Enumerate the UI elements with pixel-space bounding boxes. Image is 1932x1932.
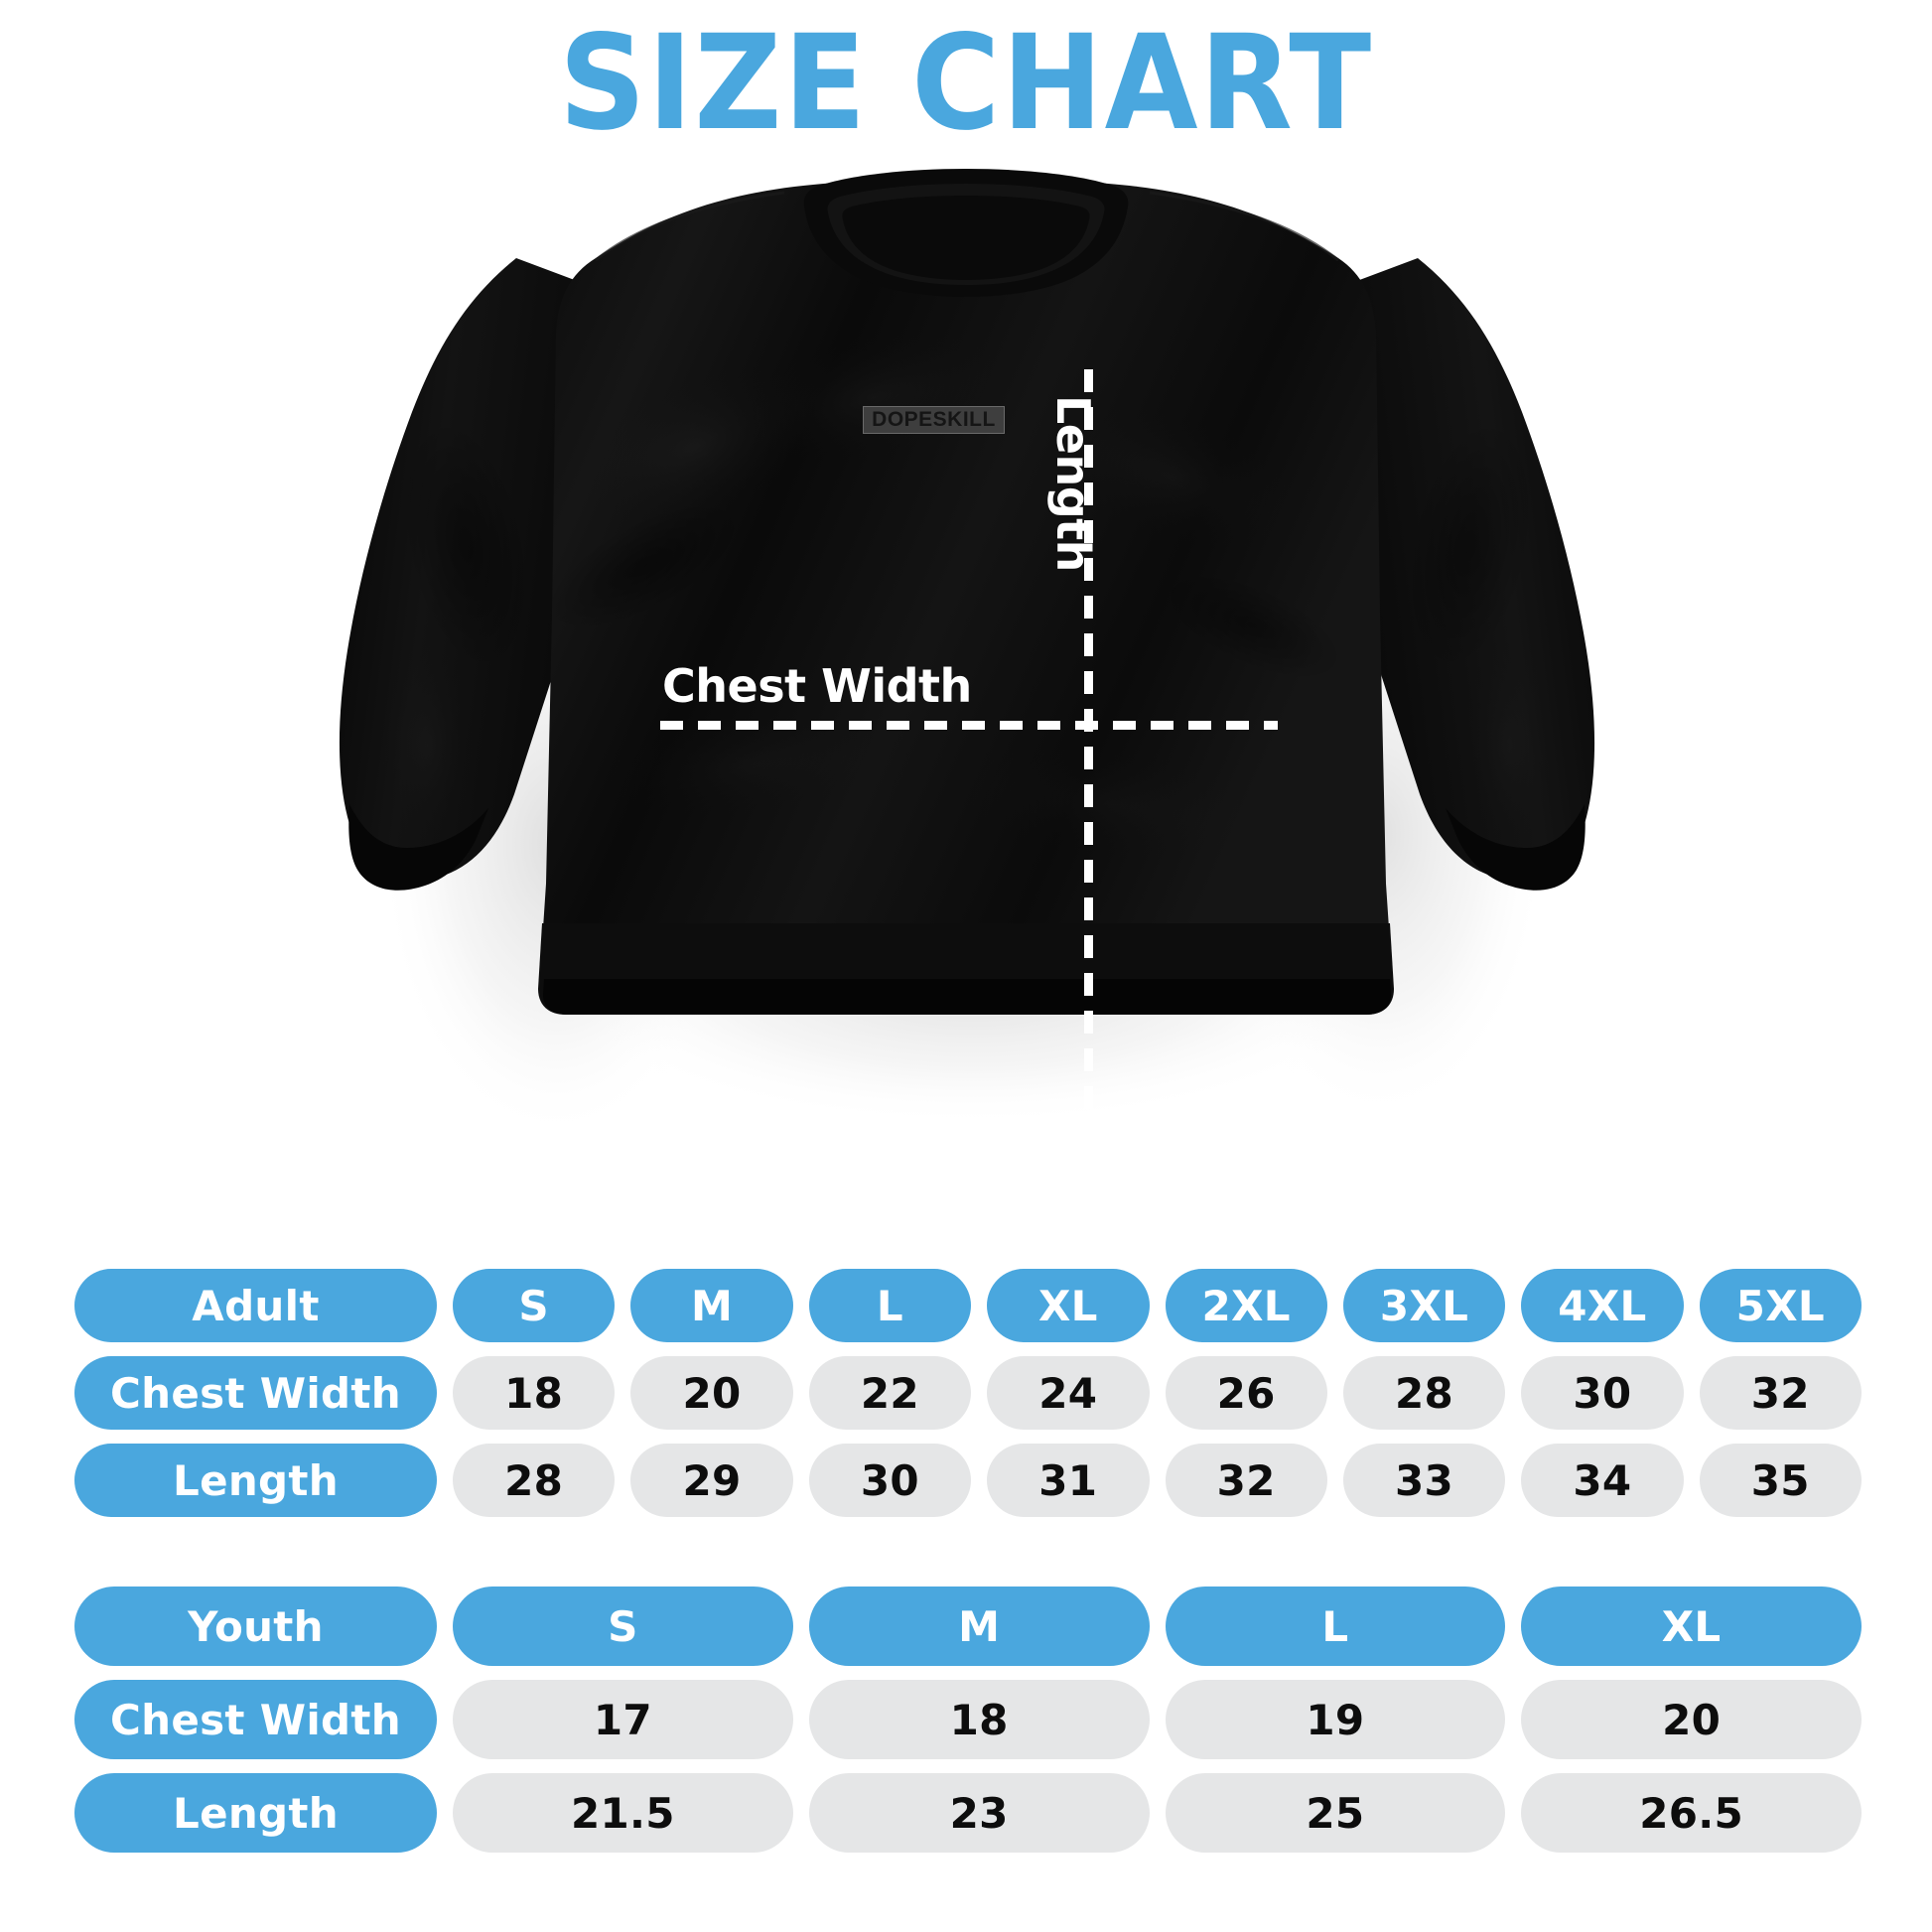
youth-chest-width-m: 18 [808,1680,1150,1759]
adult-size-header-cells: S M L XL 2XL 3XL 4XL 5XL [453,1269,1862,1342]
adult-size-3xl[interactable]: 3XL [1342,1269,1506,1342]
page-title: SIZE CHART [559,7,1373,160]
adult-header-row: Adult S M L XL 2XL 3XL 4XL 5XL [74,1269,1862,1342]
youth-length-label: Length [74,1773,437,1853]
long-sleeve-tee-icon [339,169,1595,1142]
adult-table-title: Adult [74,1269,437,1342]
youth-length-s: 21.5 [453,1773,793,1853]
neck-brand-label: DOPESKILL [863,406,1005,434]
youth-size-s[interactable]: S [453,1587,793,1666]
adult-size-s[interactable]: S [453,1269,616,1342]
youth-size-header-cells: S M L XL [453,1587,1862,1666]
youth-length-xl: 26.5 [1521,1773,1862,1853]
youth-length-row: Length 21.5 23 25 26.5 [74,1773,1862,1853]
youth-chest-width-label: Chest Width [74,1680,437,1759]
adult-size-5xl[interactable]: 5XL [1699,1269,1862,1342]
adult-length-m: 29 [630,1444,793,1517]
youth-length-cells: 21.5 23 25 26.5 [453,1773,1862,1853]
adult-chest-width-2xl: 26 [1165,1356,1327,1430]
adult-length-l: 30 [808,1444,972,1517]
youth-length-m: 23 [808,1773,1150,1853]
adult-length-2xl: 32 [1165,1444,1327,1517]
adult-length-xl: 31 [987,1444,1150,1517]
adult-chest-width-l: 22 [808,1356,972,1430]
youth-chest-width-l: 19 [1165,1680,1506,1759]
adult-chest-width-s: 18 [453,1356,616,1430]
length-label: Length [1046,395,1100,572]
adult-size-m[interactable]: M [630,1269,793,1342]
adult-chest-width-label: Chest Width [74,1356,437,1430]
youth-chest-width-cells: 17 18 19 20 [453,1680,1862,1759]
adult-size-4xl[interactable]: 4XL [1521,1269,1684,1342]
youth-chest-width-row: Chest Width 17 18 19 20 [74,1680,1862,1759]
adult-length-3xl: 33 [1342,1444,1506,1517]
adult-size-l[interactable]: L [808,1269,972,1342]
adult-chest-width-5xl: 32 [1699,1356,1862,1430]
adult-length-row: Length 28 29 30 31 32 33 34 35 [74,1444,1862,1517]
adult-length-4xl: 34 [1521,1444,1684,1517]
adult-length-label: Length [74,1444,437,1517]
youth-size-l[interactable]: L [1165,1587,1506,1666]
adult-length-s: 28 [453,1444,616,1517]
adult-chest-width-3xl: 28 [1342,1356,1506,1430]
adult-chest-width-4xl: 30 [1521,1356,1684,1430]
adult-length-cells: 28 29 30 31 32 33 34 35 [453,1444,1862,1517]
adult-size-2xl[interactable]: 2XL [1165,1269,1327,1342]
chest-width-label: Chest Width [662,659,972,713]
youth-table-title: Youth [74,1587,437,1666]
youth-size-m[interactable]: M [808,1587,1150,1666]
youth-size-xl[interactable]: XL [1521,1587,1862,1666]
adult-chest-width-m: 20 [630,1356,793,1430]
adult-length-5xl: 35 [1699,1444,1862,1517]
garment-illustration: DOPESKILL Chest Width Length [0,149,1932,1317]
youth-chest-width-xl: 20 [1521,1680,1862,1759]
adult-size-xl[interactable]: XL [987,1269,1150,1342]
youth-size-table: Youth S M L XL Chest Width 17 18 19 20 L… [74,1587,1862,1853]
length-dashed-line [1084,369,1093,1317]
adult-size-table: Adult S M L XL 2XL 3XL 4XL 5XL Chest Wid… [74,1269,1862,1517]
youth-chest-width-s: 17 [453,1680,793,1759]
adult-chest-width-row: Chest Width 18 20 22 24 26 28 30 32 [74,1356,1862,1430]
chest-width-dashed-line [660,721,1278,730]
youth-header-row: Youth S M L XL [74,1587,1862,1666]
adult-chest-width-cells: 18 20 22 24 26 28 30 32 [453,1356,1862,1430]
youth-length-l: 25 [1165,1773,1506,1853]
adult-chest-width-xl: 24 [987,1356,1150,1430]
